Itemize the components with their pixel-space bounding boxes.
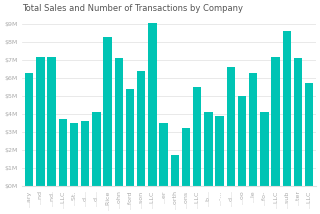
- Bar: [215, 116, 224, 186]
- Text: Total Sales and Number of Transactions by Company: Total Sales and Number of Transactions b…: [22, 4, 244, 13]
- Bar: [159, 123, 168, 186]
- Bar: [182, 128, 190, 186]
- Bar: [59, 119, 67, 186]
- Bar: [305, 83, 313, 186]
- Bar: [271, 56, 280, 186]
- Bar: [47, 56, 56, 186]
- Bar: [36, 56, 44, 186]
- Bar: [260, 112, 268, 186]
- Bar: [193, 87, 201, 186]
- Bar: [126, 89, 134, 186]
- Bar: [238, 96, 246, 186]
- Bar: [171, 155, 179, 186]
- Bar: [294, 58, 302, 186]
- Bar: [148, 22, 156, 186]
- Bar: [115, 58, 123, 186]
- Bar: [70, 123, 78, 186]
- Bar: [92, 112, 100, 186]
- Bar: [137, 71, 145, 186]
- Bar: [249, 73, 257, 186]
- Bar: [25, 73, 33, 186]
- Bar: [283, 31, 291, 186]
- Bar: [204, 112, 212, 186]
- Bar: [81, 121, 89, 186]
- Bar: [227, 67, 235, 186]
- Bar: [103, 37, 112, 186]
